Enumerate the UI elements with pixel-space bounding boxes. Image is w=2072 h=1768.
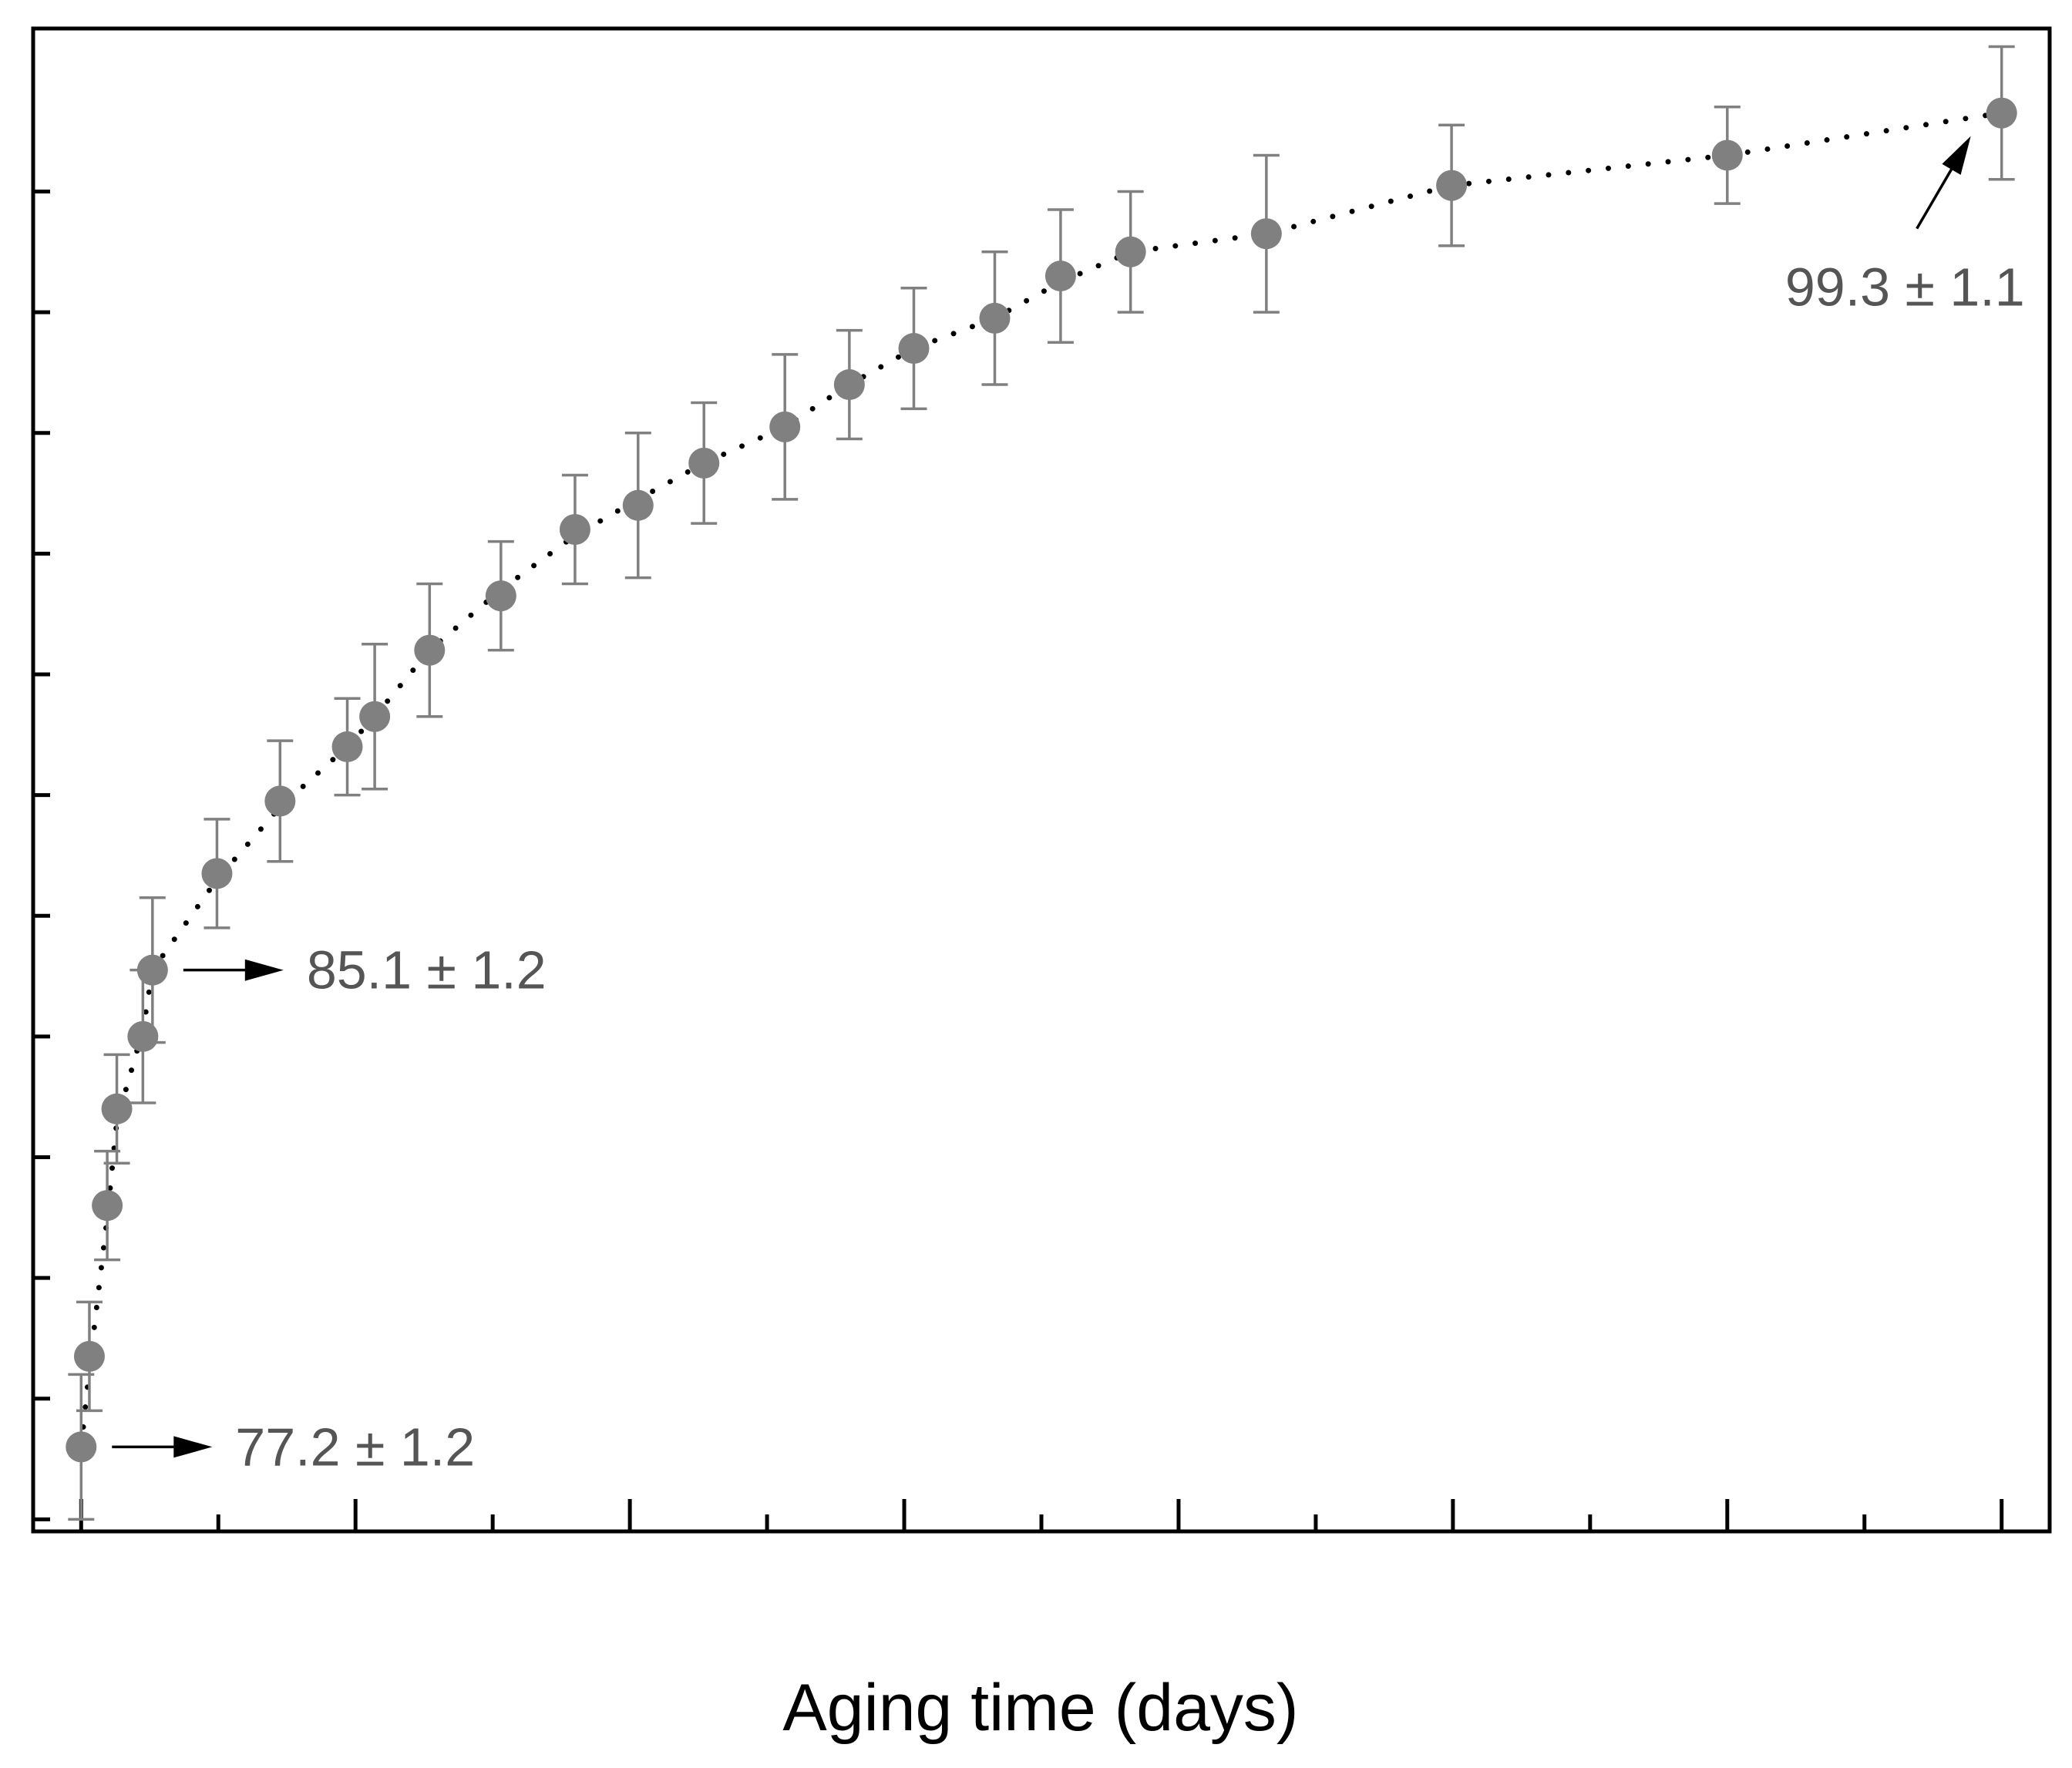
- x-axis-label: Aging time (days): [782, 1671, 1298, 1745]
- data-point: [979, 302, 1011, 334]
- data-point: [769, 411, 801, 442]
- data-point: [264, 785, 296, 817]
- data-point: [73, 1340, 105, 1372]
- annotation: 99.3 ± 1.1: [1785, 136, 2025, 318]
- annotation: 77.2 ± 1.2: [112, 1417, 475, 1477]
- x-axis-ticks: [79, 1499, 2004, 1531]
- data-point: [485, 580, 516, 612]
- data-point: [688, 447, 720, 479]
- annotation-arrow-head: [244, 959, 284, 981]
- data-point: [1250, 218, 1282, 250]
- y-axis-ticks: [33, 189, 50, 1521]
- annotation-label: 77.2 ± 1.2: [235, 1417, 475, 1477]
- data-point: [1044, 260, 1076, 292]
- data-point: [136, 954, 168, 986]
- error-bars: [68, 45, 2015, 1521]
- data-point: [559, 514, 590, 545]
- data-point: [833, 369, 865, 401]
- data-point: [1711, 139, 1743, 171]
- data-point: [127, 1020, 159, 1052]
- data-point: [201, 858, 233, 889]
- annotation: 85.1 ± 1.2: [183, 940, 547, 1000]
- data-point: [331, 731, 363, 762]
- annotation-arrow-head: [1942, 136, 1971, 175]
- annotations: 77.2 ± 1.2 85.1 ± 1.2 99.3 ± 1.1: [112, 136, 2025, 1477]
- annotation-arrow-head: [173, 1436, 213, 1458]
- fit-trend-line: [78, 110, 2005, 1450]
- data-point: [1436, 170, 1468, 201]
- data-points: [66, 97, 2017, 1463]
- annotation-arrow-line: [1916, 162, 1957, 230]
- data-point: [359, 701, 391, 732]
- annotation-label: 99.3 ± 1.1: [1785, 257, 2025, 318]
- plot-frame: [31, 26, 2052, 1534]
- data-point: [414, 634, 446, 666]
- data-point: [1986, 97, 2017, 129]
- data-point: [898, 333, 930, 365]
- data-point: [622, 489, 654, 521]
- data-point: [1115, 236, 1146, 267]
- data-point: [92, 1190, 123, 1222]
- data-point: [66, 1431, 97, 1463]
- data-point: [101, 1093, 133, 1124]
- annotation-label: 85.1 ± 1.2: [307, 940, 547, 1000]
